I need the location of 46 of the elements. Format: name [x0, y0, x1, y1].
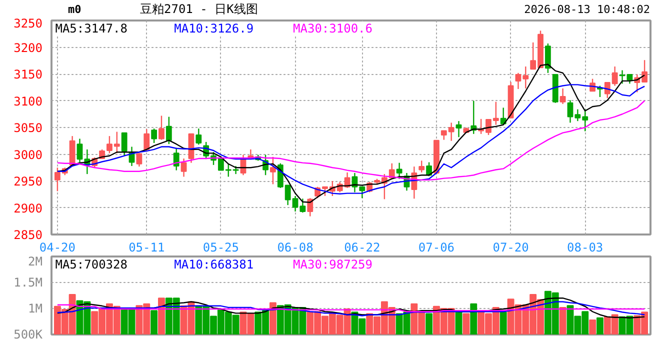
text: MA5:3147.8 — [55, 22, 128, 36]
text: m0 — [67, 2, 82, 18]
x-tick-label: 06-08 — [277, 240, 314, 254]
candlestick — [180, 158, 187, 178]
y-tick-label: 2900 — [14, 201, 43, 216]
candlestick — [121, 132, 128, 156]
y-tick-label: 2950 — [14, 174, 43, 188]
x-tick-label: 06-22 — [344, 240, 380, 254]
y-tick-label: 1M — [28, 302, 43, 316]
y-tick-label: 3200 — [14, 40, 43, 55]
candlestick — [173, 147, 180, 171]
y-tick-label: 3050 — [14, 121, 43, 135]
text: MA30:987259 — [293, 258, 373, 272]
y-tick-label: 3250 — [14, 16, 43, 30]
y-tick-label: 3100 — [14, 94, 43, 108]
y-tick-label: 2M — [28, 254, 43, 268]
x-tick-label: 07-06 — [418, 240, 455, 254]
x-tick-label: 08-03 — [567, 240, 604, 254]
candlestick — [396, 162, 402, 180]
x-tick-label: 07-20 — [492, 240, 529, 254]
text: MA10:3126.9 — [174, 22, 254, 36]
text: MA10:668381 — [174, 258, 254, 272]
y-tick-label: 3000 — [14, 148, 43, 162]
candlestick — [166, 116, 172, 145]
y-tick-label: 500K — [14, 328, 44, 342]
y-tick-label: 2850 — [14, 228, 43, 242]
candlestick — [196, 128, 202, 146]
candlestick — [307, 198, 314, 217]
candlestick — [270, 156, 276, 185]
text: 2026-08-13 10:48:02 — [524, 2, 650, 18]
x-tick-label: 05-11 — [128, 240, 165, 254]
candlestick — [456, 120, 462, 138]
candlestick — [544, 42, 551, 74]
candlestick — [144, 128, 150, 152]
y-tick-label: 1.5M — [14, 276, 43, 290]
x-tick-label: 04-20 — [39, 240, 76, 254]
candlestick — [158, 115, 164, 140]
candlestick — [418, 160, 425, 174]
candlestick — [136, 152, 142, 168]
y-tick-label: 3150 — [14, 68, 43, 82]
chart-title: 豆粕2701 - 日K线图 — [139, 0, 259, 18]
candlestick — [560, 88, 566, 105]
text: MA5:700328 — [55, 258, 128, 272]
x-tick-label: 05-25 — [202, 240, 240, 254]
candlestick — [151, 128, 158, 144]
text: MA30:3100.6 — [293, 22, 373, 36]
